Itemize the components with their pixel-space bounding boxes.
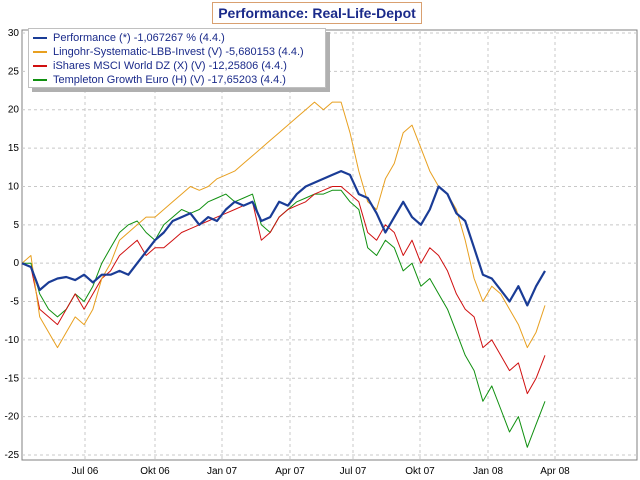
x-axis: Jul 06 Okt 06 Jan 07 Apr 07 Jul 07 Okt 07 Jan … [72, 466, 571, 477]
legend-item-ishares: iShares MSCI World DZ (X) (V) -12,25806 … [33, 59, 321, 73]
chart-title: Performance: Real-Life-Depot [218, 5, 416, 21]
legend-label-ishares: iShares MSCI World DZ (X) (V) -12,25806 … [53, 60, 287, 72]
legend: Performance (*) -1,067267 % (4.4.) Lingo… [28, 28, 326, 88]
y-tick-label: 5 [13, 220, 19, 231]
x-tick-label: Apr 08 [540, 466, 570, 477]
legend-swatch-templeton [33, 79, 47, 81]
y-tick-label: -20 [5, 412, 20, 423]
legend-swatch-lingohr [33, 51, 47, 53]
legend-item-lingohr: Lingohr-Systematic-LBB-Invest (V) -5,680… [33, 45, 321, 59]
y-tick-label: -25 [5, 450, 20, 461]
grid-lines [22, 30, 637, 460]
y-tick-label: 0 [13, 258, 19, 269]
legend-item-performance: Performance (*) -1,067267 % (4.4.) [33, 31, 321, 45]
y-tick-label: 30 [8, 28, 20, 39]
legend-label-templeton: Templeton Growth Euro (H) (V) -17,65203 … [53, 74, 286, 86]
x-tick-label: Jul 06 [72, 466, 99, 477]
x-tick-label: Jan 08 [473, 466, 503, 477]
y-tick-label: 20 [8, 105, 20, 116]
legend-label-performance: Performance (*) -1,067267 % (4.4.) [53, 32, 225, 44]
plot-area [21, 29, 638, 461]
legend-swatch-ishares [33, 65, 47, 67]
y-tick-label: 15 [8, 143, 20, 154]
legend-item-templeton: Templeton Growth Euro (H) (V) -17,65203 … [33, 73, 321, 87]
chart-title-box: Performance: Real-Life-Depot [212, 2, 422, 24]
x-tick-label: Okt 07 [405, 466, 435, 477]
x-tick-label: Jan 07 [207, 466, 237, 477]
y-tick-label: -10 [5, 335, 20, 346]
x-tick-label: Apr 07 [275, 466, 305, 477]
legend-label-lingohr: Lingohr-Systematic-LBB-Invest (V) -5,680… [53, 46, 304, 58]
series-line-2 [21, 186, 546, 395]
x-tick-label: Jul 07 [340, 466, 367, 477]
x-tick-label: Okt 06 [140, 466, 170, 477]
y-tick-label: 25 [8, 66, 20, 77]
y-tick-label: 10 [8, 181, 20, 192]
series-lines [21, 101, 546, 448]
y-tick-label: -5 [10, 297, 19, 308]
y-axis: 30 25 20 15 10 5 0 -5 -10 -15 -20 -25 [5, 28, 20, 461]
series-line-0 [21, 170, 546, 307]
y-tick-label: -15 [5, 373, 20, 384]
legend-swatch-performance [33, 37, 47, 39]
